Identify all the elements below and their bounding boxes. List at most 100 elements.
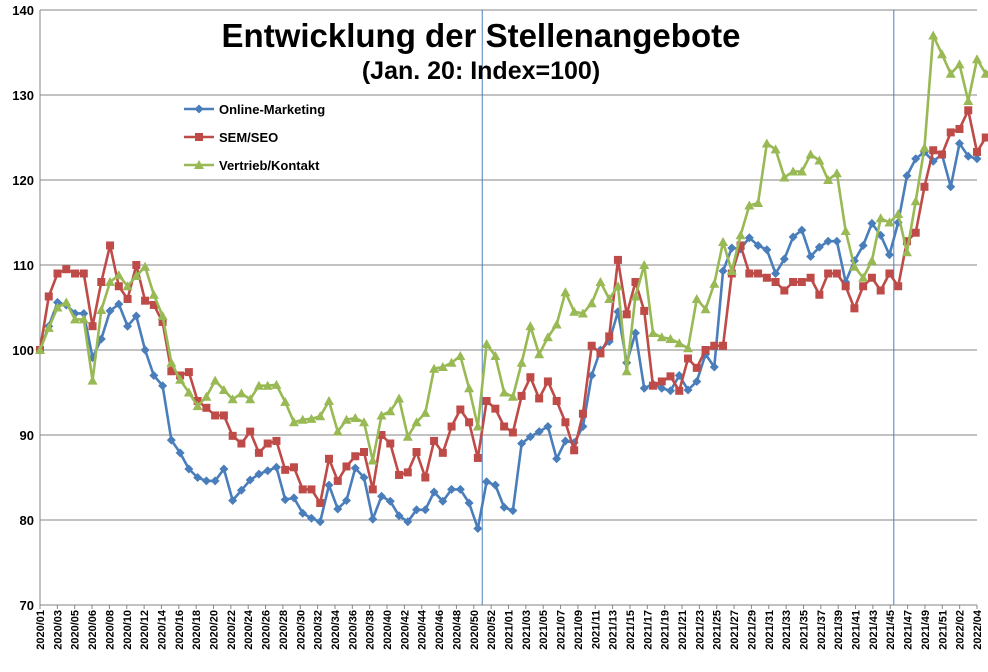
legend-label: SEM/SEO (219, 130, 278, 145)
data-point (271, 379, 282, 389)
data-point (866, 255, 877, 265)
data-point (149, 371, 159, 380)
data-point (517, 391, 526, 400)
x-tick-label: 2020/28 (278, 610, 290, 650)
data-point (700, 304, 711, 314)
data-point (508, 506, 518, 516)
data-point (754, 269, 763, 278)
data-point (683, 343, 694, 353)
data-point (701, 346, 710, 354)
data-point (639, 383, 649, 393)
data-point (973, 147, 981, 156)
data-point (87, 375, 98, 385)
data-point (621, 366, 632, 376)
data-point (464, 383, 475, 393)
data-point (849, 261, 860, 271)
x-tick-label: 2020/32 (313, 610, 325, 650)
data-point (525, 432, 535, 442)
data-point (516, 357, 527, 367)
x-tick-label: 2020/36 (347, 610, 359, 650)
data-point (236, 388, 247, 398)
data-point (219, 464, 229, 474)
data-point (630, 291, 641, 301)
x-tick-label: 2020/42 (399, 610, 411, 650)
x-tick-label: 2022/02 (955, 610, 967, 650)
data-point (420, 505, 430, 515)
data-point (35, 345, 45, 354)
data-point (560, 436, 570, 446)
data-point (901, 247, 912, 257)
data-point (377, 431, 386, 439)
data-point (507, 391, 518, 401)
data-point (806, 273, 815, 282)
data-point (245, 394, 256, 404)
data-point (840, 226, 851, 235)
data-point (824, 269, 833, 278)
data-point (972, 54, 982, 64)
x-tick-label: 2020/40 (382, 610, 394, 650)
data-point (631, 278, 640, 286)
data-point (297, 414, 308, 424)
data-point (535, 394, 544, 403)
data-point (403, 468, 412, 477)
data-point (595, 277, 606, 286)
data-point (657, 377, 666, 386)
data-point (744, 200, 755, 210)
data-point (736, 241, 745, 250)
data-point (298, 485, 307, 494)
x-tick-label: 2021/23 (694, 610, 706, 650)
data-point (253, 380, 264, 390)
x-tick-label: 2021/41 (851, 610, 863, 650)
data-point (473, 524, 483, 533)
x-tick-label: 2020/05 (70, 610, 82, 650)
data-point (761, 138, 772, 148)
data-point (280, 396, 291, 406)
data-point (114, 282, 123, 291)
data-point (542, 332, 553, 342)
data-point (744, 233, 754, 243)
data-point (823, 175, 834, 184)
series-1 (36, 106, 988, 507)
data-point (779, 254, 789, 264)
data-point (350, 413, 361, 422)
data-point (455, 484, 465, 494)
data-point (735, 230, 746, 240)
x-tick-label: 2021/19 (660, 610, 672, 650)
data-point (692, 376, 702, 386)
y-axis-tick-labels: 70 80 90 100 110 120 130 140 (12, 3, 34, 613)
data-point (210, 375, 221, 385)
data-point (788, 232, 798, 242)
data-point (517, 439, 527, 448)
data-point (683, 385, 693, 395)
data-point (368, 514, 378, 524)
x-tick-label: 2020/44 (417, 609, 429, 650)
data-point (656, 332, 667, 342)
x-tick-label: 2020/26 (261, 610, 273, 650)
legend-entry: Vertrieb/Kontakt (184, 158, 320, 173)
data-point (272, 436, 281, 445)
data-point (499, 502, 509, 512)
data-point (490, 350, 501, 360)
data-point (394, 511, 404, 521)
data-point (386, 439, 395, 448)
data-point (175, 374, 186, 384)
data-point (421, 473, 430, 482)
data-point (893, 209, 904, 218)
x-tick-label: 2021/31 (764, 610, 776, 650)
x-tick-label: 2021/01 (504, 610, 516, 650)
data-point (726, 265, 737, 275)
data-point (770, 144, 781, 154)
x-tick-label: 2021/45 (885, 610, 897, 650)
data-point (753, 197, 764, 207)
data-point (411, 417, 422, 427)
x-tick-label: 2021/03 (521, 610, 533, 650)
data-point (482, 397, 491, 405)
data-point (359, 417, 370, 427)
data-point (148, 289, 159, 299)
data-point (323, 396, 334, 405)
x-tick-label: 2020/14 (156, 609, 168, 650)
data-point (218, 384, 229, 394)
data-point (709, 278, 720, 288)
